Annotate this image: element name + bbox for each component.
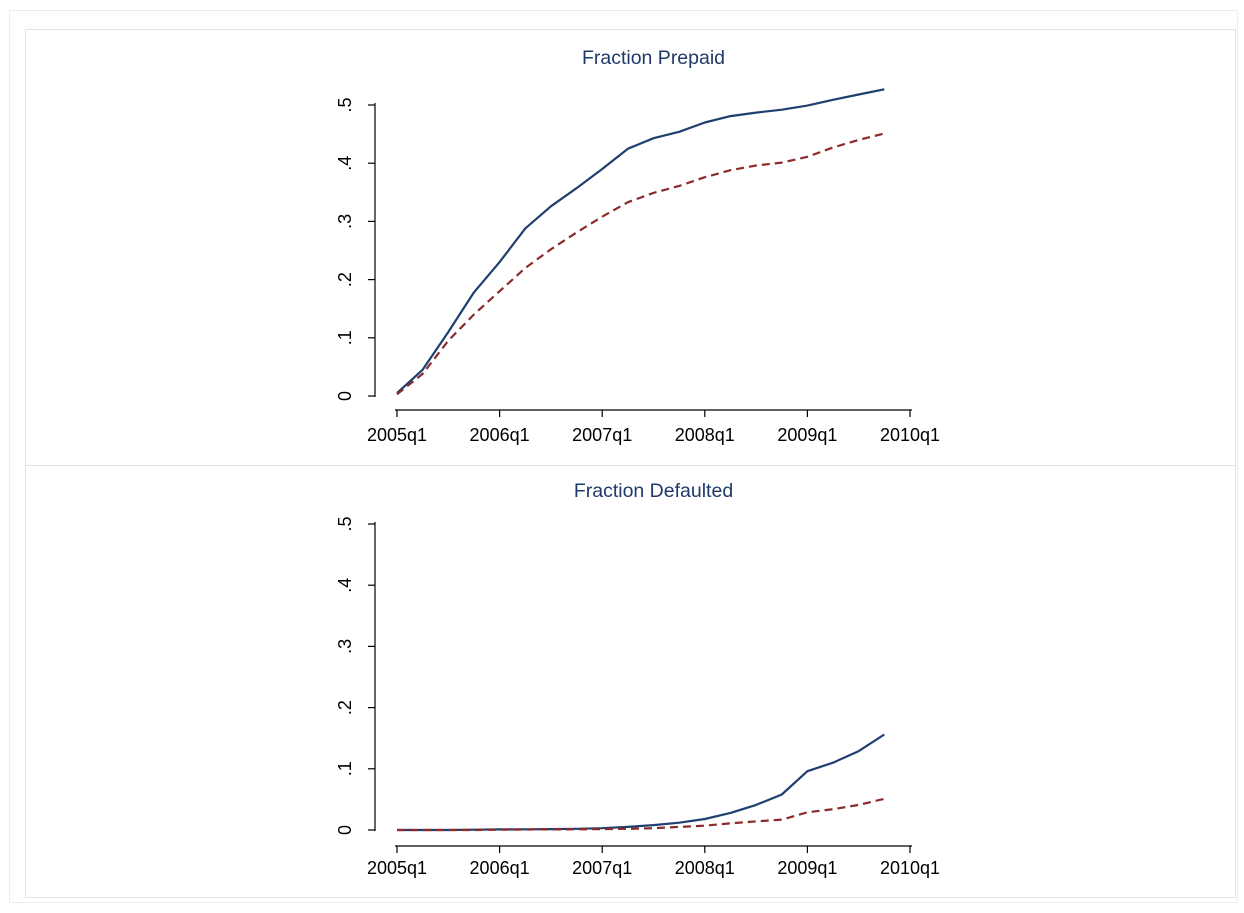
prepaid-chart: Fraction Prepaid 0 .1 .2 .3 .4 .5 2005q1 2006q1 2… — [335, 47, 940, 445]
x-tick-label: 2006q1 — [470, 425, 530, 445]
y-tick-label: .1 — [335, 330, 355, 345]
chart-title: Fraction Defaulted — [574, 480, 733, 502]
series-line-solid — [396, 88, 885, 394]
figure-frame — [9, 10, 1238, 903]
defaulted-chart: Fraction Defaulted 0 .1 .2 .3 .4 .5 2005q1 2006q… — [335, 480, 940, 878]
x-tick-label: 2005q1 — [367, 425, 427, 445]
x-tick-label: 2010q1 — [880, 425, 940, 445]
x-tick-label: 2005q1 — [367, 858, 427, 878]
x-tick-label: 2010q1 — [880, 858, 940, 878]
y-tick-label: .4 — [335, 578, 355, 593]
y-tick-label: .3 — [335, 639, 355, 654]
y-tick-label: 0 — [335, 391, 355, 401]
x-tick-label: 2007q1 — [572, 425, 632, 445]
series-line-solid — [397, 733, 885, 832]
y-tick-label: 0 — [335, 825, 355, 835]
x-tick-label: 2009q1 — [777, 858, 837, 878]
y-tick-label: .2 — [335, 700, 355, 715]
y-tick-label: .1 — [335, 761, 355, 776]
x-tick-label: 2006q1 — [470, 858, 530, 878]
x-tick-label: 2008q1 — [675, 425, 735, 445]
chart-title: Fraction Prepaid — [582, 47, 725, 69]
y-tick-label: .3 — [335, 214, 355, 229]
x-tick-label: 2008q1 — [675, 858, 735, 878]
defaulted-panel: Fraction Defaulted 0 .1 .2 .3 .4 .5 2005q1 2006q… — [25, 465, 1236, 898]
prepaid-panel: Fraction Prepaid 0 .1 .2 .3 .4 .5 2005q1 2006q1 2… — [25, 29, 1236, 466]
y-tick-label: .2 — [335, 272, 355, 287]
series-line-dashed — [397, 797, 885, 832]
x-tick-label: 2009q1 — [777, 425, 837, 445]
y-tick-label: .4 — [335, 156, 355, 171]
y-tick-label: .5 — [335, 516, 355, 531]
x-tick-label: 2007q1 — [572, 858, 632, 878]
y-tick-label: .5 — [335, 97, 355, 112]
series-line-dashed — [396, 132, 885, 396]
